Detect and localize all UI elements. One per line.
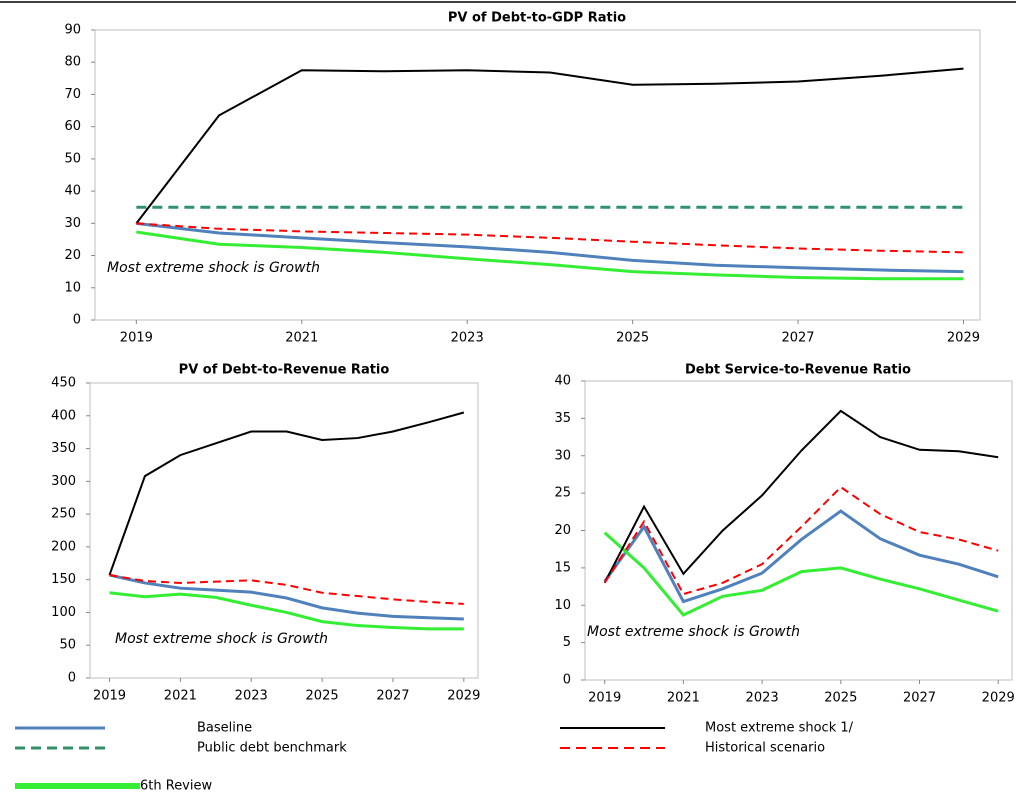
x-tick-label: 2023 (451, 331, 484, 346)
y-tick-label: 20 (554, 523, 571, 538)
x-tick-label: 2019 (120, 331, 153, 346)
y-tick-label: 30 (554, 448, 571, 463)
y-tick-label: 100 (51, 605, 76, 620)
chart-title: PV of Debt-to-GDP Ratio (448, 11, 626, 26)
y-tick-label: 50 (59, 638, 76, 653)
legend-label: Baseline (197, 721, 252, 736)
series-line (108, 411, 465, 576)
y-tick-label: 60 (64, 119, 81, 134)
x-tick-label: 2029 (447, 689, 480, 704)
annotation: Most extreme shock is Growth (107, 260, 320, 276)
y-tick-label: 35 (554, 411, 571, 426)
y-tick-label: 0 (73, 313, 81, 328)
legend-label: 6th Review (140, 779, 212, 793)
y-tick-label: 150 (51, 572, 76, 587)
y-tick-label: 80 (64, 55, 81, 70)
y-tick-label: 30 (64, 216, 81, 231)
y-tick-label: 25 (554, 486, 571, 501)
x-tick-label: 2025 (616, 331, 649, 346)
series-line (109, 574, 464, 605)
series-line (136, 221, 964, 274)
x-tick-label: 2023 (235, 689, 268, 704)
y-tick-label: 10 (64, 280, 81, 295)
y-tick-label: 0 (68, 671, 76, 686)
plot-frame (89, 382, 479, 679)
x-tick-label: 2029 (982, 691, 1015, 706)
x-tick-label: 2023 (746, 691, 779, 706)
chart-title: Debt Service-to-Revenue Ratio (685, 363, 911, 378)
series-line (136, 230, 964, 281)
x-tick-label: 2019 (93, 689, 126, 704)
y-tick-label: 0 (563, 673, 571, 688)
annotation: Most extreme shock is Growth (115, 631, 328, 647)
x-tick-label: 2019 (588, 691, 621, 706)
y-tick-label: 40 (554, 374, 571, 389)
y-tick-label: 5 (563, 635, 571, 650)
legend-label: Public debt benchmark (197, 741, 347, 756)
series-line (109, 591, 464, 631)
y-tick-label: 20 (64, 248, 81, 263)
y-tick-label: 300 (51, 474, 76, 489)
x-tick-label: 2029 (947, 331, 980, 346)
y-tick-label: 15 (554, 560, 571, 575)
series-line (136, 222, 964, 254)
y-tick-label: 350 (51, 441, 76, 456)
y-tick-label: 70 (64, 87, 81, 102)
y-tick-label: 450 (51, 376, 76, 391)
y-tick-label: 200 (51, 539, 76, 554)
y-tick-label: 50 (64, 151, 81, 166)
annotation: Most extreme shock is Growth (587, 624, 800, 640)
x-tick-label: 2021 (285, 331, 318, 346)
x-tick-label: 2025 (306, 689, 339, 704)
x-tick-label: 2027 (376, 689, 409, 704)
y-tick-label: 10 (554, 598, 571, 613)
y-tick-label: 90 (64, 23, 81, 38)
series-line (603, 531, 999, 617)
y-tick-label: 250 (51, 507, 76, 522)
series-line (135, 67, 964, 224)
x-tick-label: 2021 (164, 689, 197, 704)
plot-frame (94, 29, 981, 321)
y-tick-label: 400 (51, 408, 76, 423)
series-line (109, 573, 464, 621)
series-line (603, 409, 999, 584)
series-line (603, 509, 999, 604)
x-tick-label: 2027 (903, 691, 936, 706)
y-tick-label: 40 (64, 184, 81, 199)
legend-label: Historical scenario (705, 741, 825, 756)
legend-label: Most extreme shock 1/ (705, 721, 854, 736)
x-tick-label: 2025 (824, 691, 857, 706)
x-tick-label: 2021 (667, 691, 700, 706)
chart-title: PV of Debt-to-Revenue Ratio (179, 363, 390, 378)
x-tick-label: 2027 (781, 331, 814, 346)
